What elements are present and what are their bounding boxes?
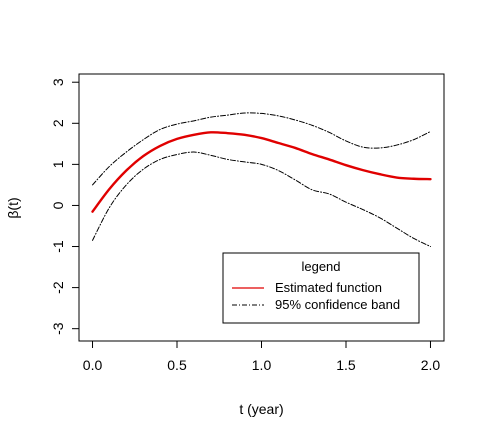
x-tick-label: 0.0 bbox=[83, 357, 103, 373]
y-tick-label: 0 bbox=[50, 201, 66, 209]
x-axis: 0.0 0.5 1.0 1.5 2.0 bbox=[83, 341, 441, 373]
y-tick-label: -1 bbox=[50, 240, 66, 253]
series-layer bbox=[91, 112, 432, 248]
x-tick-label: 2.0 bbox=[421, 357, 441, 373]
series-confidence-lower bbox=[92, 151, 431, 248]
y-tick-label: -2 bbox=[50, 281, 66, 294]
legend-label-estimated: Estimated function bbox=[275, 280, 382, 295]
y-tick-label: 2 bbox=[50, 119, 66, 127]
x-axis-title: t (year) bbox=[239, 401, 283, 417]
y-tick-label: -3 bbox=[50, 322, 66, 335]
series-confidence-upper bbox=[92, 112, 431, 186]
x-tick-label: 0.5 bbox=[167, 357, 187, 373]
y-axis-title: β(t) bbox=[5, 197, 21, 218]
x-tick-label: 1.0 bbox=[252, 357, 272, 373]
x-tick-label: 1.5 bbox=[336, 357, 356, 373]
legend-label-band: 95% confidence band bbox=[275, 297, 400, 312]
legend: legend Estimated function 95% confidence… bbox=[222, 252, 420, 324]
legend-title: legend bbox=[301, 259, 340, 274]
y-axis: -3 -2 -1 0 1 2 3 bbox=[50, 78, 79, 335]
y-tick-label: 3 bbox=[50, 78, 66, 86]
series-estimated-function bbox=[91, 131, 432, 213]
y-tick-label: 1 bbox=[50, 160, 66, 168]
